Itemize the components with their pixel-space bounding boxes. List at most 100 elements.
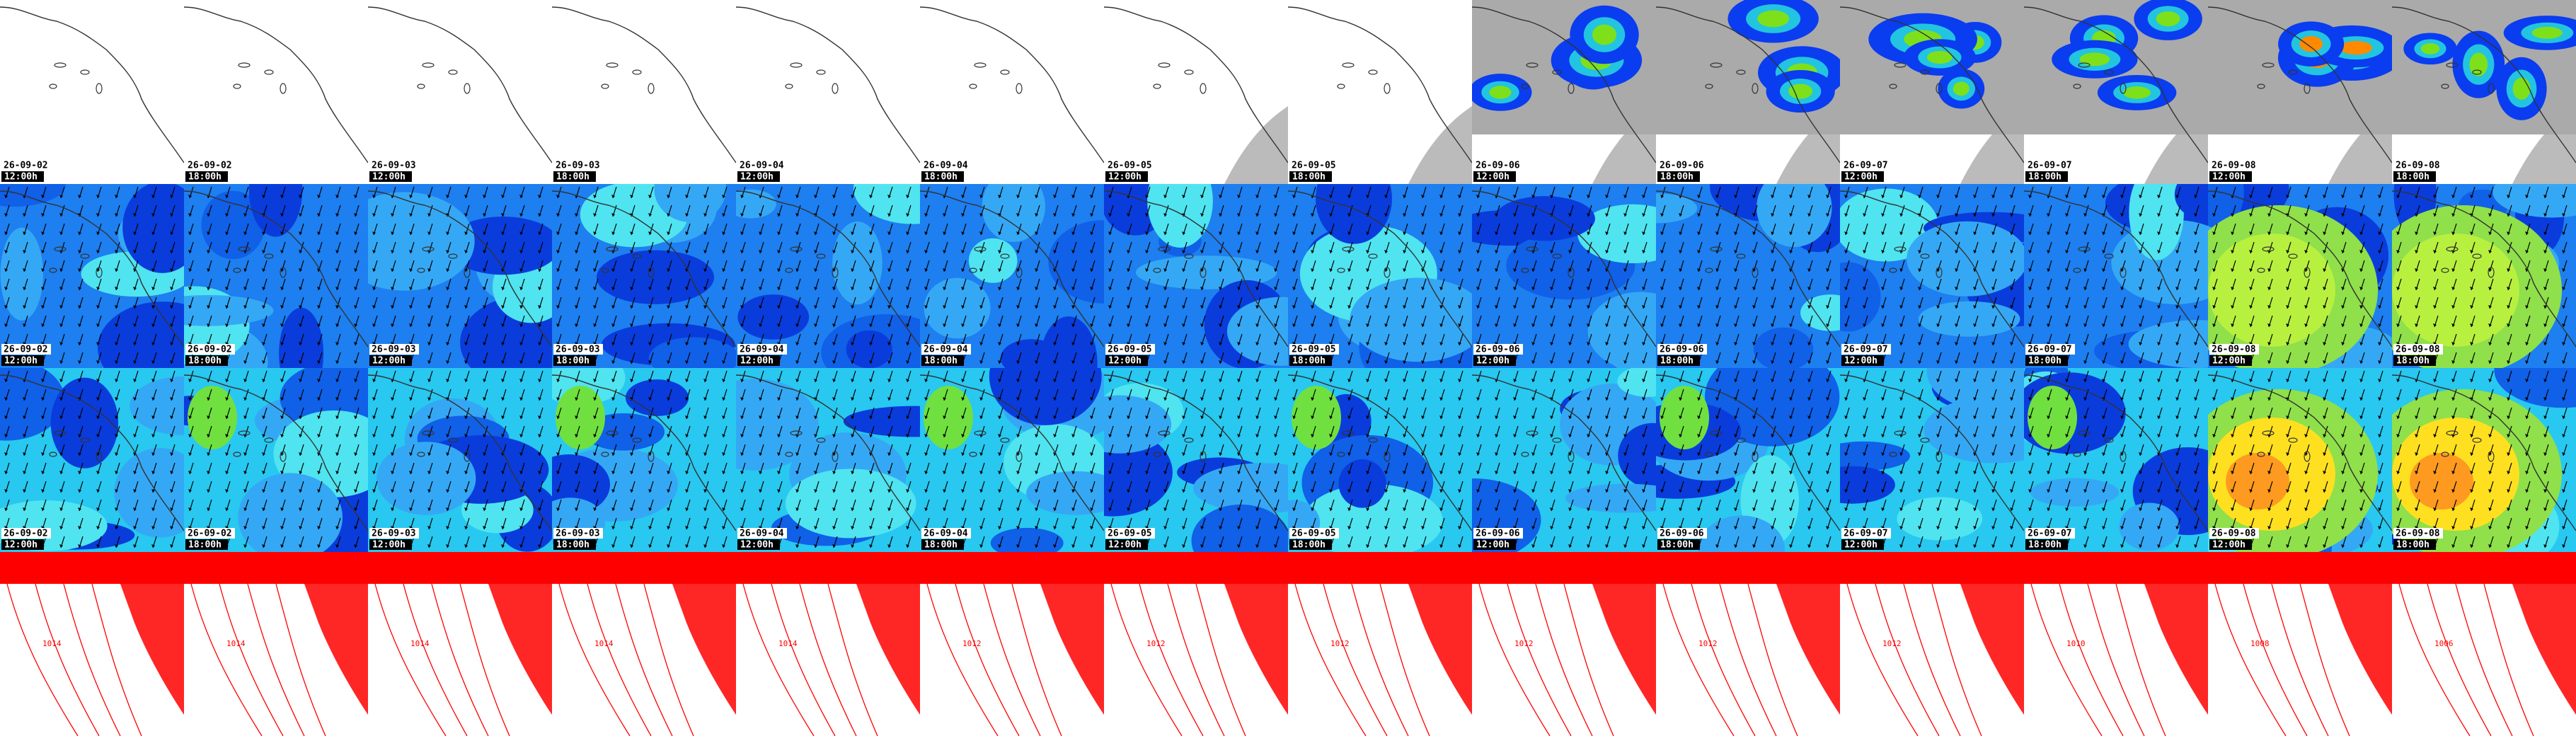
date-label-bg <box>1841 160 1891 171</box>
map-panel <box>552 368 736 552</box>
dense-isobars <box>2024 552 2208 584</box>
date-label: 26-09-06 <box>1660 161 1704 171</box>
dense-isobars <box>184 552 368 584</box>
date-label-bg <box>1289 344 1339 355</box>
dense-isobars <box>1288 552 1472 584</box>
isobar <box>1139 583 1204 736</box>
date-label-bg <box>2209 528 2259 539</box>
isobar <box>587 583 652 736</box>
isobar-label: 1012 <box>1146 639 1166 648</box>
date-label: 26-09-07 <box>1844 529 1888 539</box>
time-label-bg <box>737 539 780 550</box>
time-label: 12:00h <box>1844 540 1878 551</box>
isobar <box>955 583 1020 736</box>
time-label: 18:00h <box>1660 172 1694 183</box>
isobar <box>799 583 857 736</box>
time-label: 12:00h <box>1476 172 1510 183</box>
map-panel <box>2392 0 2576 184</box>
precip <box>2531 26 2563 39</box>
date-label-bg <box>1289 528 1339 539</box>
time-label-bg <box>2209 171 2252 182</box>
dense-isobars <box>672 584 736 715</box>
isobar <box>926 583 999 736</box>
wind-arrows <box>1104 368 1288 552</box>
time-label-bg <box>185 355 228 366</box>
map-panel <box>2208 368 2392 552</box>
isobar <box>91 583 142 736</box>
date-label-bg <box>737 160 787 171</box>
time-label: 18:00h <box>1292 172 1326 183</box>
isobar <box>1167 583 1225 736</box>
dense-isobars <box>368 552 552 584</box>
wind-arrows <box>0 368 184 552</box>
isobar-label: 1008 <box>2250 639 2270 648</box>
isobar-label: 1014 <box>594 639 614 648</box>
time-label-bg <box>1657 539 1700 550</box>
time-label-bg <box>1657 355 1700 366</box>
time-label-bg <box>1841 171 1884 182</box>
date-label-bg <box>921 160 971 171</box>
date-label: 26-09-08 <box>2396 345 2440 355</box>
isobar-label: 1010 <box>2066 639 2086 648</box>
isobar-label: 1012 <box>962 639 982 648</box>
map-panel <box>1104 184 1288 368</box>
time-label: 12:00h <box>1844 172 1878 183</box>
date-label-bg <box>553 344 603 355</box>
date-label: 26-09-06 <box>1660 345 1704 355</box>
time-label-bg <box>2025 539 2068 550</box>
map-panel <box>184 0 368 184</box>
time-label-bg <box>185 171 228 182</box>
date-label-bg <box>1657 160 1707 171</box>
map-panel <box>1288 184 1472 368</box>
isobar <box>1507 583 1572 736</box>
wind-arrows <box>1656 368 1840 552</box>
map-panel: 1014 <box>552 552 736 736</box>
time-label: 12:00h <box>1476 540 1510 551</box>
time-label-bg <box>369 355 412 366</box>
time-label-bg <box>369 539 412 550</box>
time-label: 12:00h <box>1476 356 1510 367</box>
map-panel <box>1840 368 2024 552</box>
date-label: 26-09-04 <box>740 529 784 539</box>
precip <box>2340 40 2373 55</box>
date-label-bg <box>1 344 51 355</box>
time-label-bg <box>1 171 44 182</box>
time-label-bg <box>1473 539 1516 550</box>
map-panel <box>1656 184 1840 368</box>
time-label-bg <box>553 539 596 550</box>
time-label: 18:00h <box>2028 172 2062 183</box>
time-label-bg <box>737 355 780 366</box>
time-label: 18:00h <box>556 356 590 367</box>
map-panel <box>1656 368 1840 552</box>
panel-bg <box>736 0 920 184</box>
wind-arrows <box>2392 184 2576 368</box>
date-label-bg <box>2209 344 2259 355</box>
date-label: 26-09-03 <box>372 345 416 355</box>
time-label: 12:00h <box>2212 172 2246 183</box>
isobar <box>35 583 100 736</box>
time-label: 18:00h <box>1292 356 1326 367</box>
dense-isobars <box>304 584 368 715</box>
map-panel: 1008 <box>2208 552 2392 736</box>
time-label-bg <box>2209 355 2252 366</box>
map-panel <box>920 368 1104 552</box>
time-label-bg <box>553 171 596 182</box>
isobar-label: 1014 <box>226 639 246 648</box>
wind-arrows <box>920 184 1104 368</box>
dense-isobars <box>2208 552 2392 584</box>
date-label: 26-09-06 <box>1476 345 1520 355</box>
date-label-bg <box>1657 528 1707 539</box>
precip <box>1757 10 1790 28</box>
date-label: 26-09-02 <box>188 161 232 171</box>
isobar <box>771 583 836 736</box>
date-label: 26-09-02 <box>4 161 48 171</box>
date-label: 26-09-08 <box>2212 161 2256 171</box>
map-panel <box>0 184 184 368</box>
map-panel <box>1104 368 1288 552</box>
precip <box>1592 24 1617 45</box>
time-label-bg <box>1841 539 1884 550</box>
date-label-bg <box>1105 528 1155 539</box>
precip <box>2079 52 2110 67</box>
map-panel <box>920 184 1104 368</box>
panel-bg <box>552 0 736 184</box>
